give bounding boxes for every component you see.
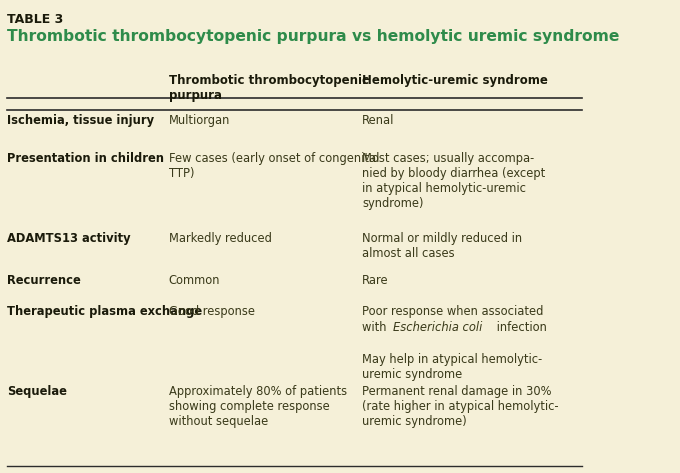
Text: Common: Common bbox=[169, 274, 220, 287]
Text: Renal: Renal bbox=[362, 114, 394, 127]
Text: Therapeutic plasma exchange: Therapeutic plasma exchange bbox=[7, 305, 203, 318]
Text: Most cases; usually accompa-
nied by bloody diarrhea (except
in atypical hemolyt: Most cases; usually accompa- nied by blo… bbox=[362, 152, 545, 210]
Text: Markedly reduced: Markedly reduced bbox=[169, 232, 271, 245]
Text: Permanent renal damage in 30%
(rate higher in atypical hemolytic-
uremic syndrom: Permanent renal damage in 30% (rate high… bbox=[362, 385, 559, 428]
Text: ADAMTS13 activity: ADAMTS13 activity bbox=[7, 232, 131, 245]
Text: Poor response when associated: Poor response when associated bbox=[362, 305, 543, 318]
Text: Approximately 80% of patients
showing complete response
without sequelae: Approximately 80% of patients showing co… bbox=[169, 385, 347, 428]
Text: Presentation in children: Presentation in children bbox=[7, 152, 165, 165]
Text: Escherichia coli: Escherichia coli bbox=[394, 321, 483, 333]
Text: infection: infection bbox=[493, 321, 547, 333]
Text: Normal or mildly reduced in
almost all cases: Normal or mildly reduced in almost all c… bbox=[362, 232, 522, 260]
Text: Few cases (early onset of congenital
TTP): Few cases (early onset of congenital TTP… bbox=[169, 152, 379, 180]
Text: Ischemia, tissue injury: Ischemia, tissue injury bbox=[7, 114, 154, 127]
Text: with: with bbox=[362, 321, 390, 333]
Text: Recurrence: Recurrence bbox=[7, 274, 81, 287]
Text: Sequelae: Sequelae bbox=[7, 385, 67, 398]
Text: Rare: Rare bbox=[362, 274, 389, 287]
Text: Thrombotic thrombocytopenic
purpura: Thrombotic thrombocytopenic purpura bbox=[169, 74, 369, 102]
Text: Hemolytic-uremic syndrome: Hemolytic-uremic syndrome bbox=[362, 74, 548, 88]
Text: May help in atypical hemolytic-
uremic syndrome: May help in atypical hemolytic- uremic s… bbox=[362, 353, 543, 381]
Text: Thrombotic thrombocytopenic purpura vs hemolytic uremic syndrome: Thrombotic thrombocytopenic purpura vs h… bbox=[7, 29, 619, 44]
Text: TABLE 3: TABLE 3 bbox=[7, 13, 63, 26]
Text: Multiorgan: Multiorgan bbox=[169, 114, 230, 127]
Text: Good response: Good response bbox=[169, 305, 254, 318]
